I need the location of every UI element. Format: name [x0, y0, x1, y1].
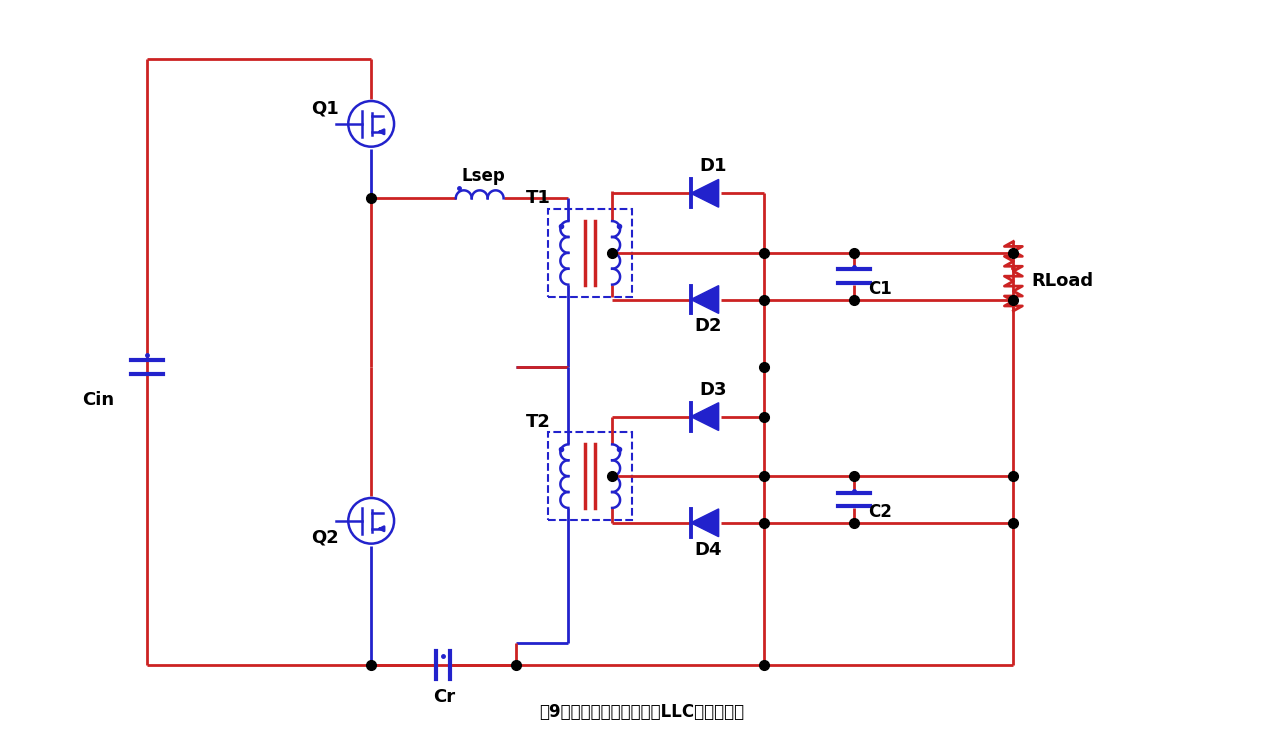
- Text: D2: D2: [695, 317, 723, 335]
- Text: Q2: Q2: [312, 529, 339, 547]
- Text: 図9　一次直列二次並列型LLCコンバータ: 図9 一次直列二次並列型LLCコンバータ: [539, 703, 745, 721]
- Polygon shape: [691, 285, 719, 313]
- Text: Cin: Cin: [82, 391, 114, 408]
- Text: Lsep: Lsep: [462, 168, 506, 185]
- Text: D1: D1: [700, 157, 727, 176]
- Polygon shape: [691, 403, 719, 430]
- Text: Q1: Q1: [312, 100, 339, 118]
- Text: T1: T1: [525, 190, 551, 207]
- Text: T2: T2: [525, 413, 551, 430]
- Text: D3: D3: [700, 381, 727, 399]
- Text: RLoad: RLoad: [1031, 272, 1094, 290]
- Text: C1: C1: [868, 280, 892, 298]
- Polygon shape: [691, 509, 719, 537]
- Polygon shape: [691, 179, 719, 207]
- Text: Cr: Cr: [434, 688, 456, 706]
- Text: C2: C2: [868, 504, 892, 521]
- Text: D4: D4: [695, 540, 723, 559]
